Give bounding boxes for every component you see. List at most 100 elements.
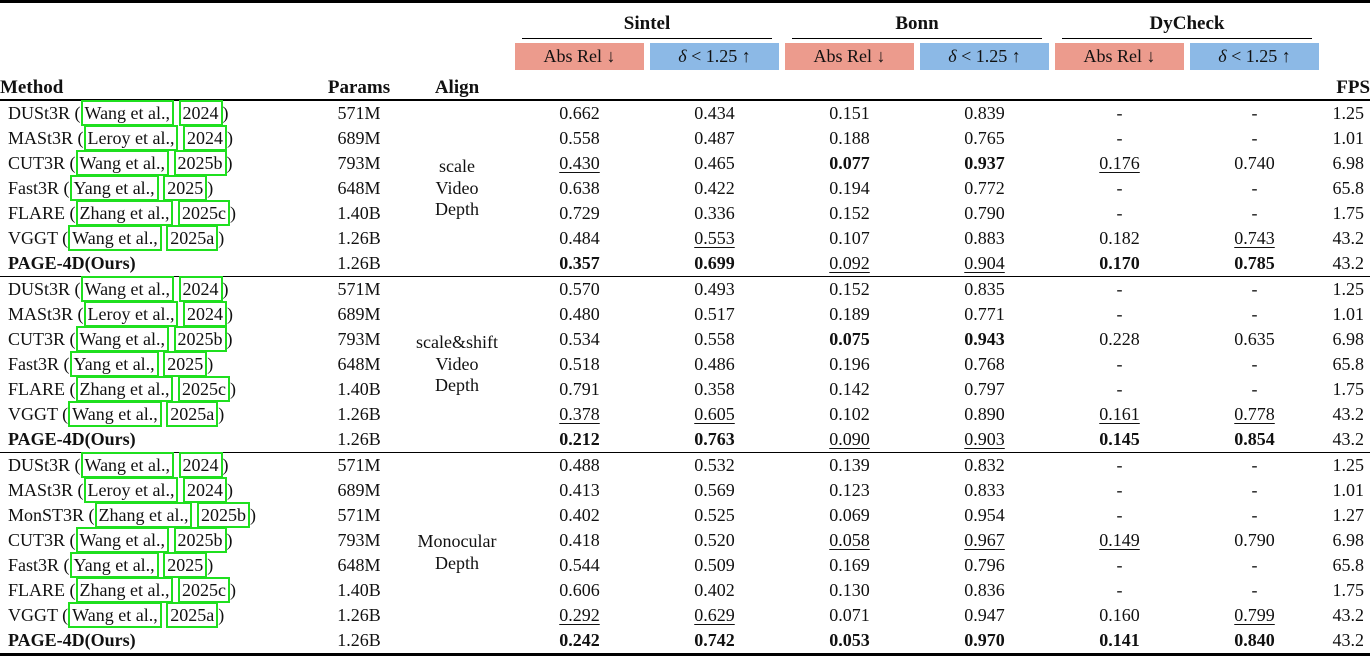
method-cell: DUSt3R (Wang et al., 2024) — [0, 452, 316, 478]
citation-author-link[interactable]: Zhang et al., — [94, 502, 193, 528]
citation-author-link[interactable]: Wang et al., — [75, 326, 170, 352]
citation-year-link[interactable]: 2024 — [182, 477, 227, 503]
metric-cell: 0.970 — [964, 630, 1005, 650]
citation-year-link[interactable]: 2025b — [173, 326, 227, 352]
metric-cell: 0.509 — [694, 555, 735, 575]
citation-year-link[interactable]: 2025 — [163, 552, 208, 578]
params-cell: 689M — [337, 480, 381, 500]
citation-author-link[interactable]: Yang et al., — [69, 552, 159, 578]
method-name: Fast3R ( — [8, 354, 70, 374]
citation-author-link[interactable]: Zhang et al., — [75, 376, 174, 402]
metric-cell: 0.947 — [964, 605, 1005, 625]
citation-year-link[interactable]: 2025 — [163, 351, 208, 377]
metric-cell: 0.357 — [559, 253, 600, 273]
table-row: MonST3R (Zhang et al., 2025b) 571M 0.402 0.… — [0, 502, 1370, 528]
citation-year-link[interactable]: 2025c — [177, 376, 230, 402]
table-row: Fast3R (Yang et al., 2025) 648M 0.544 0.509… — [0, 552, 1370, 578]
citation-author-link[interactable]: Wang et al., — [80, 276, 175, 302]
citation-year-link[interactable]: 2024 — [178, 100, 223, 126]
metric-cell: 0.943 — [964, 329, 1005, 349]
citation-author-link[interactable]: Wang et al., — [68, 602, 162, 628]
table-row: DUSt3R (Wang et al., 2024) 571M scale Video… — [0, 100, 1370, 219]
metric-cell: 0.558 — [559, 128, 600, 148]
citation-year-link[interactable]: 2025a — [166, 602, 219, 628]
metric-cell: - — [1251, 379, 1258, 399]
metric-cell: 0.836 — [964, 580, 1005, 600]
params-cell: 648M — [337, 555, 381, 575]
params-cell: 689M — [337, 128, 381, 148]
table-row: VGGT (Wang et al., 2025a) 1.26B 0.484 0.553… — [0, 225, 1370, 251]
citation-author-link[interactable]: Wang et al., — [75, 150, 170, 176]
citation-author-link[interactable]: Leroy et al., — [83, 125, 179, 151]
metric-cell: 0.151 — [829, 103, 870, 123]
citation-year-link[interactable]: 2025a — [166, 401, 219, 427]
params-cell: 1.40B — [337, 379, 381, 399]
metric-cell: - — [1116, 103, 1123, 123]
citation-year-link[interactable]: 2025a — [166, 225, 219, 251]
citation-author-link[interactable]: Zhang et al., — [75, 577, 174, 603]
metric-cell: 0.130 — [829, 580, 870, 600]
citation-author-link[interactable]: Wang et al., — [80, 100, 175, 126]
metric-cell: 0.170 — [1099, 253, 1140, 273]
citation-year-link[interactable]: 2024 — [182, 125, 227, 151]
citation-year-link[interactable]: 2025b — [173, 527, 227, 553]
citation-author-link[interactable]: Wang et al., — [68, 401, 162, 427]
citation-author-link[interactable]: Wang et al., — [75, 527, 170, 553]
citation-author-link[interactable]: Yang et al., — [69, 351, 159, 377]
citation-author-link[interactable]: Yang et al., — [69, 175, 159, 201]
method-cell: CUT3R (Wang et al., 2025b) — [0, 150, 316, 176]
metric-cell: 0.772 — [964, 178, 1005, 198]
metric-cell: 0.484 — [559, 228, 600, 248]
citation-author-link[interactable]: Zhang et al., — [75, 200, 174, 226]
metric-cell: 0.729 — [559, 203, 600, 223]
method-name: Fast3R ( — [8, 555, 70, 575]
method-name: VGGT ( — [8, 404, 69, 424]
table-row: FLARE (Zhang et al., 2025c) 1.40B 0.729 0.3… — [0, 200, 1370, 226]
method-cell: PAGE-4D(Ours) — [0, 251, 316, 277]
params-cell: 793M — [337, 530, 381, 550]
metric-cell: - — [1116, 304, 1123, 324]
metric-cell: 0.790 — [964, 203, 1005, 223]
metric-cell: 0.102 — [829, 404, 870, 424]
metric-cell: 0.558 — [694, 329, 735, 349]
citation-year-link[interactable]: 2024 — [178, 276, 223, 302]
metric-cell: - — [1251, 279, 1258, 299]
citation-author-link[interactable]: Leroy et al., — [83, 477, 179, 503]
column-header-align: Align — [434, 77, 480, 98]
citation-author-link[interactable]: Wang et al., — [80, 452, 175, 478]
metric-cell: - — [1116, 203, 1123, 223]
citation-year-link[interactable]: 2024 — [178, 452, 223, 478]
method-cell: DUSt3R (Wang et al., 2024) — [0, 276, 316, 302]
metric-cell: 0.488 — [559, 455, 600, 475]
fps-cell: 43.2 — [1332, 429, 1365, 449]
metric-cell: - — [1116, 379, 1123, 399]
params-cell: 571M — [337, 505, 381, 525]
citation-author-link[interactable]: Wang et al., — [68, 225, 162, 251]
metric-cell: - — [1251, 455, 1258, 475]
method-cell: DUSt3R (Wang et al., 2024) — [0, 100, 316, 126]
metric-cell: 0.090 — [829, 429, 870, 449]
fps-cell: 65.8 — [1332, 555, 1365, 575]
metric-cell: 0.606 — [559, 580, 600, 600]
metric-cell: - — [1116, 480, 1123, 500]
metric-cell: 0.796 — [964, 555, 1005, 575]
method-name: MASt3R ( — [8, 128, 84, 148]
citation-year-link[interactable]: 2025c — [177, 577, 230, 603]
metric-cell: 0.069 — [829, 505, 870, 525]
method-cell: MASt3R (Leroy et al., 2024) — [0, 125, 316, 151]
metric-cell: 0.791 — [559, 379, 600, 399]
method-name: Fast3R ( — [8, 178, 70, 198]
metric-cell: 0.903 — [964, 429, 1005, 449]
citation-author-link[interactable]: Leroy et al., — [83, 301, 179, 327]
citation-year-link[interactable]: 2025b — [196, 502, 250, 528]
fps-cell: 1.25 — [1332, 455, 1365, 475]
metric-cell: 0.840 — [1234, 630, 1275, 650]
metric-header-delta: δ < 1.25 ↑ — [650, 43, 780, 70]
metric-cell: - — [1251, 480, 1258, 500]
citation-year-link[interactable]: 2025b — [173, 150, 227, 176]
metric-header-delta: δ < 1.25 ↑ — [920, 43, 1050, 70]
citation-year-link[interactable]: 2025c — [177, 200, 230, 226]
citation-year-link[interactable]: 2025 — [163, 175, 208, 201]
citation-year-link[interactable]: 2024 — [182, 301, 227, 327]
